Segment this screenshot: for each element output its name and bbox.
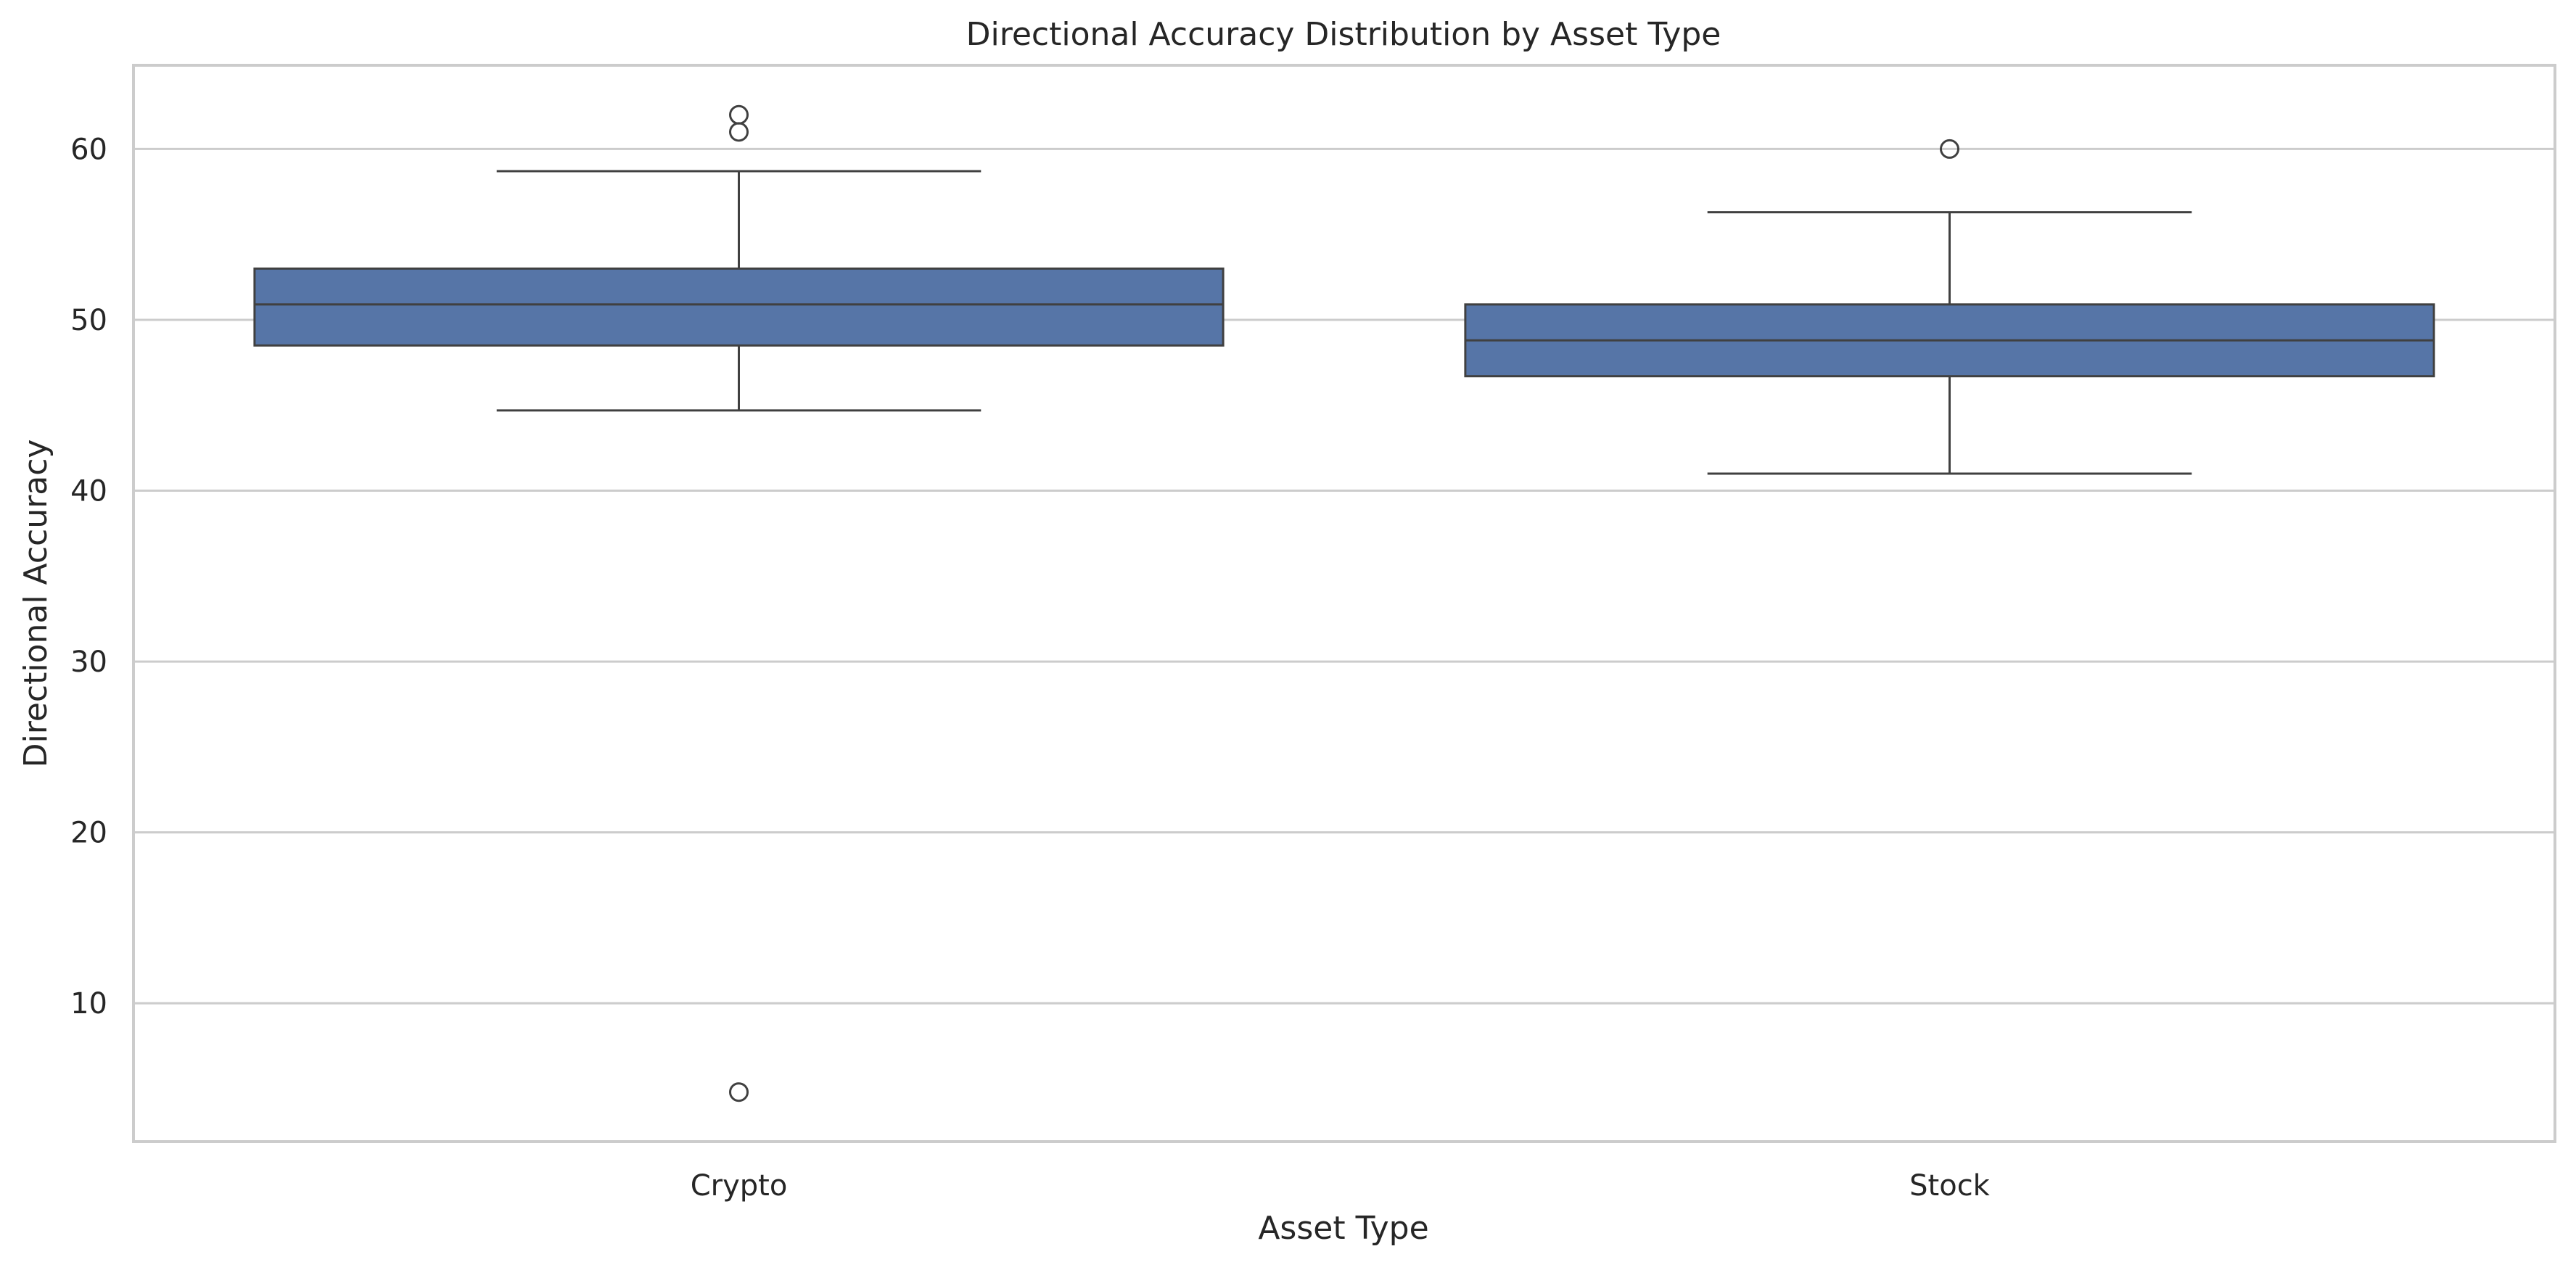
y-tick-labels: 10 20 30 40 50 60	[70, 133, 107, 1020]
y-tick-label: 10	[70, 987, 107, 1020]
y-tick-label: 50	[70, 304, 107, 337]
y-tick-label: 40	[70, 475, 107, 508]
box-crypto	[253, 104, 1225, 1102]
x-tick-labels: Crypto Stock	[691, 1169, 1991, 1203]
y-tick-label: 30	[70, 646, 107, 679]
boxes	[253, 104, 2435, 1102]
y-axis-label: Directional Accuracy	[17, 440, 54, 768]
x-tick-label: Stock	[1909, 1169, 1991, 1203]
chart-title: Directional Accuracy Distribution by Ass…	[966, 16, 1721, 53]
y-tick-label: 60	[70, 133, 107, 166]
x-axis-label: Asset Type	[1258, 1210, 1428, 1247]
x-tick-label: Crypto	[691, 1169, 788, 1203]
y-tick-label: 20	[70, 817, 107, 850]
iqr-box	[253, 267, 1225, 347]
outlier-point	[729, 122, 749, 142]
plot-frame	[132, 64, 2556, 1143]
outlier-point	[729, 104, 749, 125]
outlier-point	[729, 1082, 749, 1102]
outlier-point	[1940, 139, 1959, 159]
box-stock	[1464, 139, 2435, 475]
